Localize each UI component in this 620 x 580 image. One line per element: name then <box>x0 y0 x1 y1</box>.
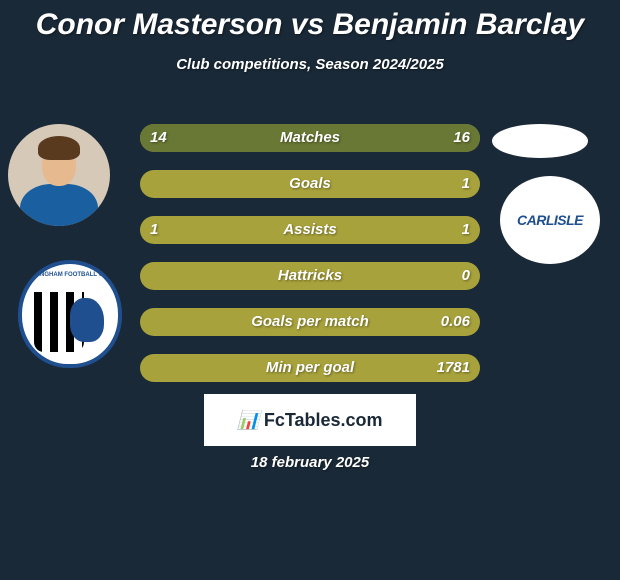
stat-label: Assists <box>140 216 480 244</box>
player-right-avatar <box>492 124 588 158</box>
stat-row: 1781Min per goal <box>140 354 480 382</box>
stat-label: Hattricks <box>140 262 480 290</box>
club-left-text: GILLINGHAM FOOTBALL CLUB <box>22 272 118 278</box>
stat-row: 1416Matches <box>140 124 480 152</box>
logo-mark-icon: 📊 <box>237 410 259 431</box>
stat-label: Goals per match <box>140 308 480 336</box>
source-logo: 📊 FcTables.com <box>204 394 416 446</box>
stat-row: 0.06Goals per match <box>140 308 480 336</box>
stat-row: 1Goals <box>140 170 480 198</box>
stat-label: Matches <box>140 124 480 152</box>
club-right-text: CARLISLE <box>517 212 583 228</box>
club-shield-shape: GILLINGHAM FOOTBALL CLUB <box>18 260 122 368</box>
logo-content: 📊 FcTables.com <box>237 410 382 431</box>
club-horse-shape <box>70 298 104 342</box>
stat-row: 11Assists <box>140 216 480 244</box>
page-title: Conor Masterson vs Benjamin Barclay <box>0 0 620 42</box>
player-hair-shape <box>38 136 80 160</box>
stat-row: 0Hattricks <box>140 262 480 290</box>
footer-date: 18 february 2025 <box>0 454 620 471</box>
player-shirt-shape <box>20 184 98 226</box>
player-left-avatar <box>8 124 110 226</box>
stats-container: 1416Matches 1Goals 11Assists 0Hattricks 0.06… <box>140 124 480 400</box>
club-right-badge: CARLISLE <box>500 176 600 264</box>
logo-text: FcTables.com <box>264 410 383 431</box>
stat-label: Min per goal <box>140 354 480 382</box>
comparison-infographic: Conor Masterson vs Benjamin Barclay Club… <box>0 0 620 580</box>
stat-label: Goals <box>140 170 480 198</box>
club-left-badge: GILLINGHAM FOOTBALL CLUB <box>18 260 122 368</box>
page-subtitle: Club competitions, Season 2024/2025 <box>0 56 620 73</box>
